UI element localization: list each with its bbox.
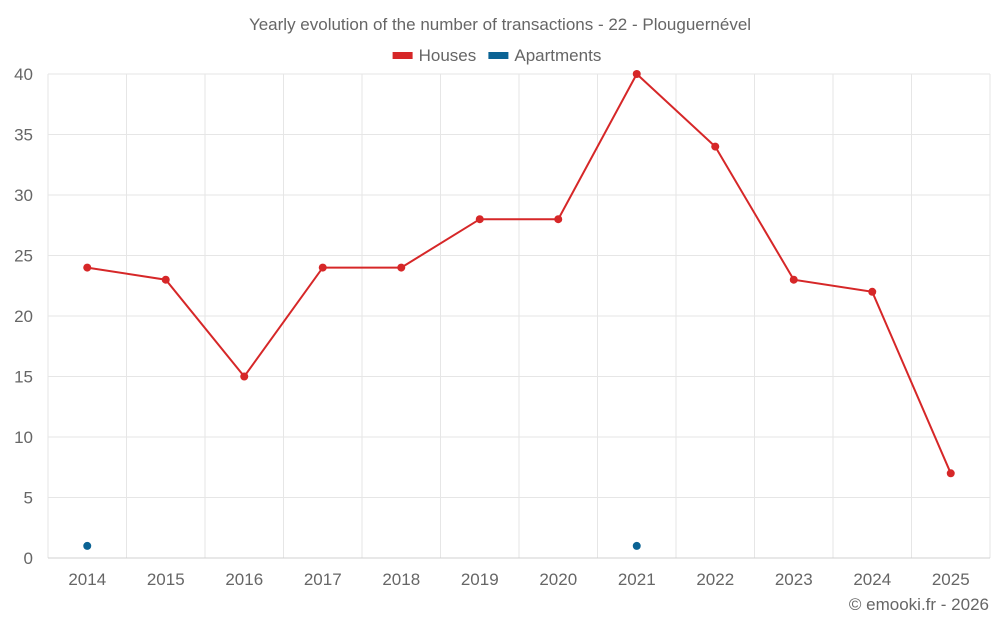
legend-label-apartments: Apartments	[514, 46, 601, 65]
legend-swatch-apartments	[488, 52, 509, 59]
grid	[47, 73, 991, 558]
data-point-houses	[318, 263, 327, 272]
y-tick-label: 35	[14, 126, 33, 145]
legend-swatch-houses	[392, 52, 413, 59]
data-point-houses	[789, 275, 798, 284]
x-tick-label: 2024	[853, 570, 891, 589]
y-tick-label: 40	[14, 65, 33, 84]
legend-label-houses: Houses	[419, 46, 477, 65]
data-point-houses	[554, 215, 563, 224]
data-point-houses	[946, 469, 955, 478]
x-tick-label: 2022	[696, 570, 734, 589]
series-layer	[83, 70, 955, 550]
y-axis: 0 5 10 15 20 25 30 35 40	[14, 65, 33, 568]
data-point-houses	[161, 275, 170, 284]
data-point-houses	[240, 372, 249, 381]
y-tick-label: 25	[14, 247, 33, 266]
legend: Houses Apartments	[392, 46, 601, 65]
data-point-houses	[475, 215, 484, 224]
y-tick-label: 10	[14, 428, 33, 447]
y-tick-label: 0	[24, 549, 33, 568]
x-tick-label: 2021	[618, 570, 656, 589]
x-tick-label: 2015	[147, 570, 185, 589]
y-tick-label: 20	[14, 307, 33, 326]
x-tick-label: 2019	[461, 570, 499, 589]
x-tick-label: 2014	[68, 570, 106, 589]
x-tick-label: 2023	[775, 570, 813, 589]
data-point-houses	[868, 287, 877, 296]
x-tick-label: 2017	[304, 570, 342, 589]
data-point-apartments	[632, 541, 641, 550]
y-tick-label: 15	[14, 368, 33, 387]
credit: © emooki.fr - 2026	[849, 595, 989, 614]
x-axis: 2014 2015 2016 2017 2018 2019 2020 2021 2022 2023…	[48, 557, 990, 589]
x-tick-label: 2016	[225, 570, 263, 589]
chart-title: Yearly evolution of the number of transa…	[249, 15, 751, 34]
x-tick-label: 2020	[539, 570, 577, 589]
data-point-houses	[397, 263, 406, 272]
y-tick-label: 30	[14, 186, 33, 205]
data-point-houses	[632, 70, 641, 78]
x-tick-label: 2018	[382, 570, 420, 589]
data-point-apartments	[83, 541, 92, 550]
data-point-houses	[711, 142, 720, 151]
data-point-houses	[83, 263, 92, 272]
y-tick-label: 5	[24, 489, 33, 508]
series-line-houses	[87, 72, 952, 474]
x-tick-label: 2025	[932, 570, 970, 589]
